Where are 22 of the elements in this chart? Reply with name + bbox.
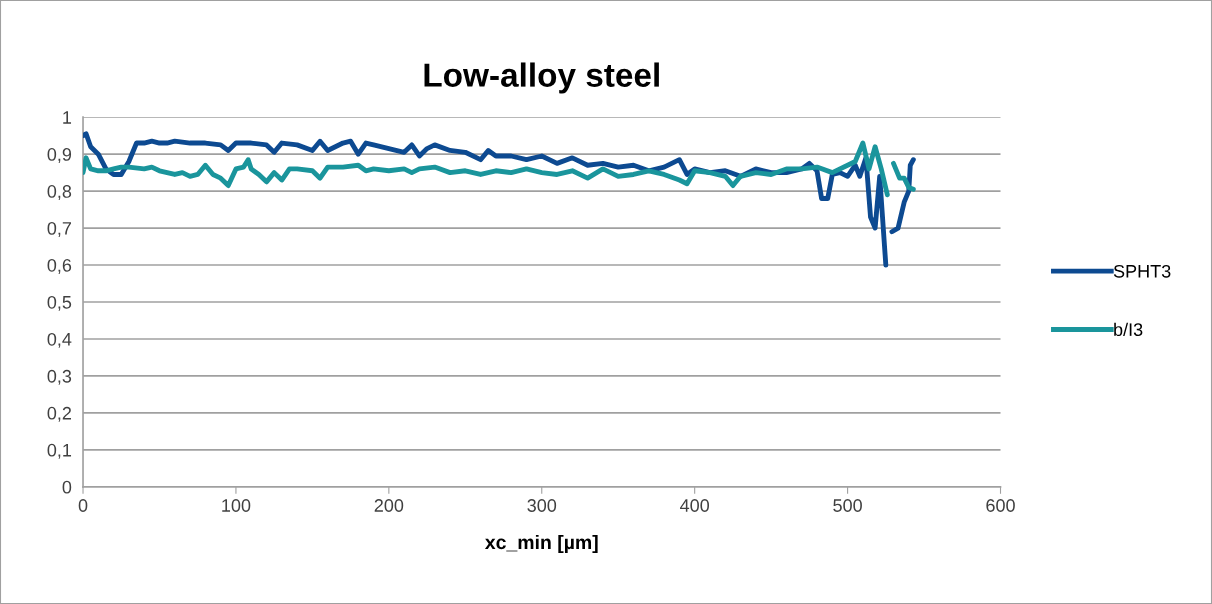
y-tick-label: 0,5 [47, 295, 72, 311]
y-tick-label: 0,6 [47, 258, 72, 274]
legend-label: b/I3 [1114, 322, 1143, 337]
y-tick-label: 0,3 [47, 369, 72, 385]
y-tick-label: 1 [63, 111, 72, 124]
x-tick-label: 0 [78, 499, 88, 512]
y-tick-label: 0,1 [47, 443, 72, 459]
y-tick-label: 0,4 [47, 332, 72, 348]
x-tick-label: 600 [986, 499, 1015, 512]
y-tick-label: 0,2 [47, 406, 72, 422]
y-tick-label: 0,9 [47, 148, 72, 163]
y-tick-label: 0 [62, 480, 72, 494]
x-tick-label: 400 [680, 499, 710, 512]
x-axis-title: xc_min [µm] [484, 534, 598, 554]
x-tick-label: 300 [527, 499, 557, 512]
x-tick-label: 100 [222, 499, 251, 512]
x-tick-label: 200 [374, 499, 404, 512]
y-tick-label: 0,8 [47, 185, 72, 200]
legend-label: SPHT3 [1113, 264, 1171, 278]
y-tick-label: 0,7 [47, 222, 72, 237]
chart-title: Low-alloy steel [424, 62, 659, 94]
x-tick-label: 500 [833, 499, 862, 512]
